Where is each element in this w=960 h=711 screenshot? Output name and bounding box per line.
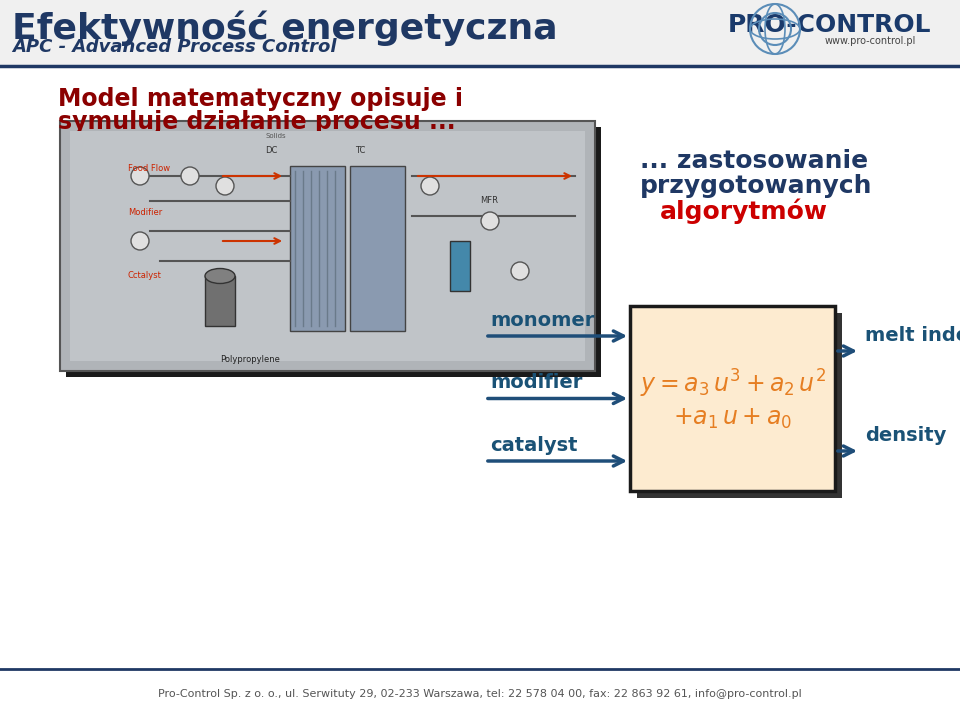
Text: modifier: modifier (490, 373, 583, 392)
Text: Pro-Control Sp. z o. o., ul. Serwituty 29, 02-233 Warszawa, tel: 22 578 04 00, f: Pro-Control Sp. z o. o., ul. Serwituty 2… (158, 689, 802, 699)
Text: Model matematyczny opisuje i: Model matematyczny opisuje i (58, 87, 463, 111)
Text: density: density (865, 426, 947, 445)
Text: monomer: monomer (490, 311, 594, 330)
Text: przygotowanych: przygotowanych (640, 174, 873, 198)
Text: $+ a_1\, u + a_0$: $+ a_1\, u + a_0$ (673, 407, 792, 431)
Text: DC: DC (265, 146, 277, 155)
Bar (70, 131, 585, 361)
Circle shape (481, 212, 499, 230)
Bar (630, 306, 835, 491)
Circle shape (131, 232, 149, 250)
Text: Polypropylene: Polypropylene (220, 355, 280, 364)
Circle shape (181, 167, 199, 185)
Text: Efektywność energetyczna: Efektywność energetyczna (12, 11, 558, 46)
Text: catalyst: catalyst (490, 436, 578, 455)
Bar (66, 127, 601, 377)
Text: APC - Advanced Process Control: APC - Advanced Process Control (12, 38, 337, 56)
Text: Cctalyst: Cctalyst (128, 271, 162, 280)
Circle shape (421, 177, 439, 195)
Bar (290, 166, 345, 331)
Text: TC: TC (355, 146, 366, 155)
Text: Food Flow: Food Flow (128, 164, 170, 173)
Text: Solids: Solids (265, 133, 286, 139)
Text: melt index: melt index (865, 326, 960, 345)
Ellipse shape (205, 269, 235, 284)
Text: symuluje działanie procesu ...: symuluje działanie procesu ... (58, 110, 456, 134)
Text: ... zastosowanie: ... zastosowanie (640, 149, 868, 173)
Circle shape (511, 262, 529, 280)
Text: Modifier: Modifier (128, 208, 162, 217)
Bar (205, 276, 235, 326)
Bar (450, 241, 470, 291)
Bar (350, 166, 405, 331)
Text: $y = a_3\, u^3 + a_2\, u^2$: $y = a_3\, u^3 + a_2\, u^2$ (639, 368, 826, 400)
Text: MFR: MFR (480, 196, 498, 205)
Bar (60, 121, 595, 371)
Bar (637, 313, 842, 498)
Text: algorytmów: algorytmów (660, 199, 828, 225)
Text: PRO-CONTROL: PRO-CONTROL (729, 13, 932, 37)
Text: www.pro-control.pl: www.pro-control.pl (825, 36, 916, 46)
Circle shape (216, 177, 234, 195)
Circle shape (131, 167, 149, 185)
Bar (0, 0, 960, 66)
